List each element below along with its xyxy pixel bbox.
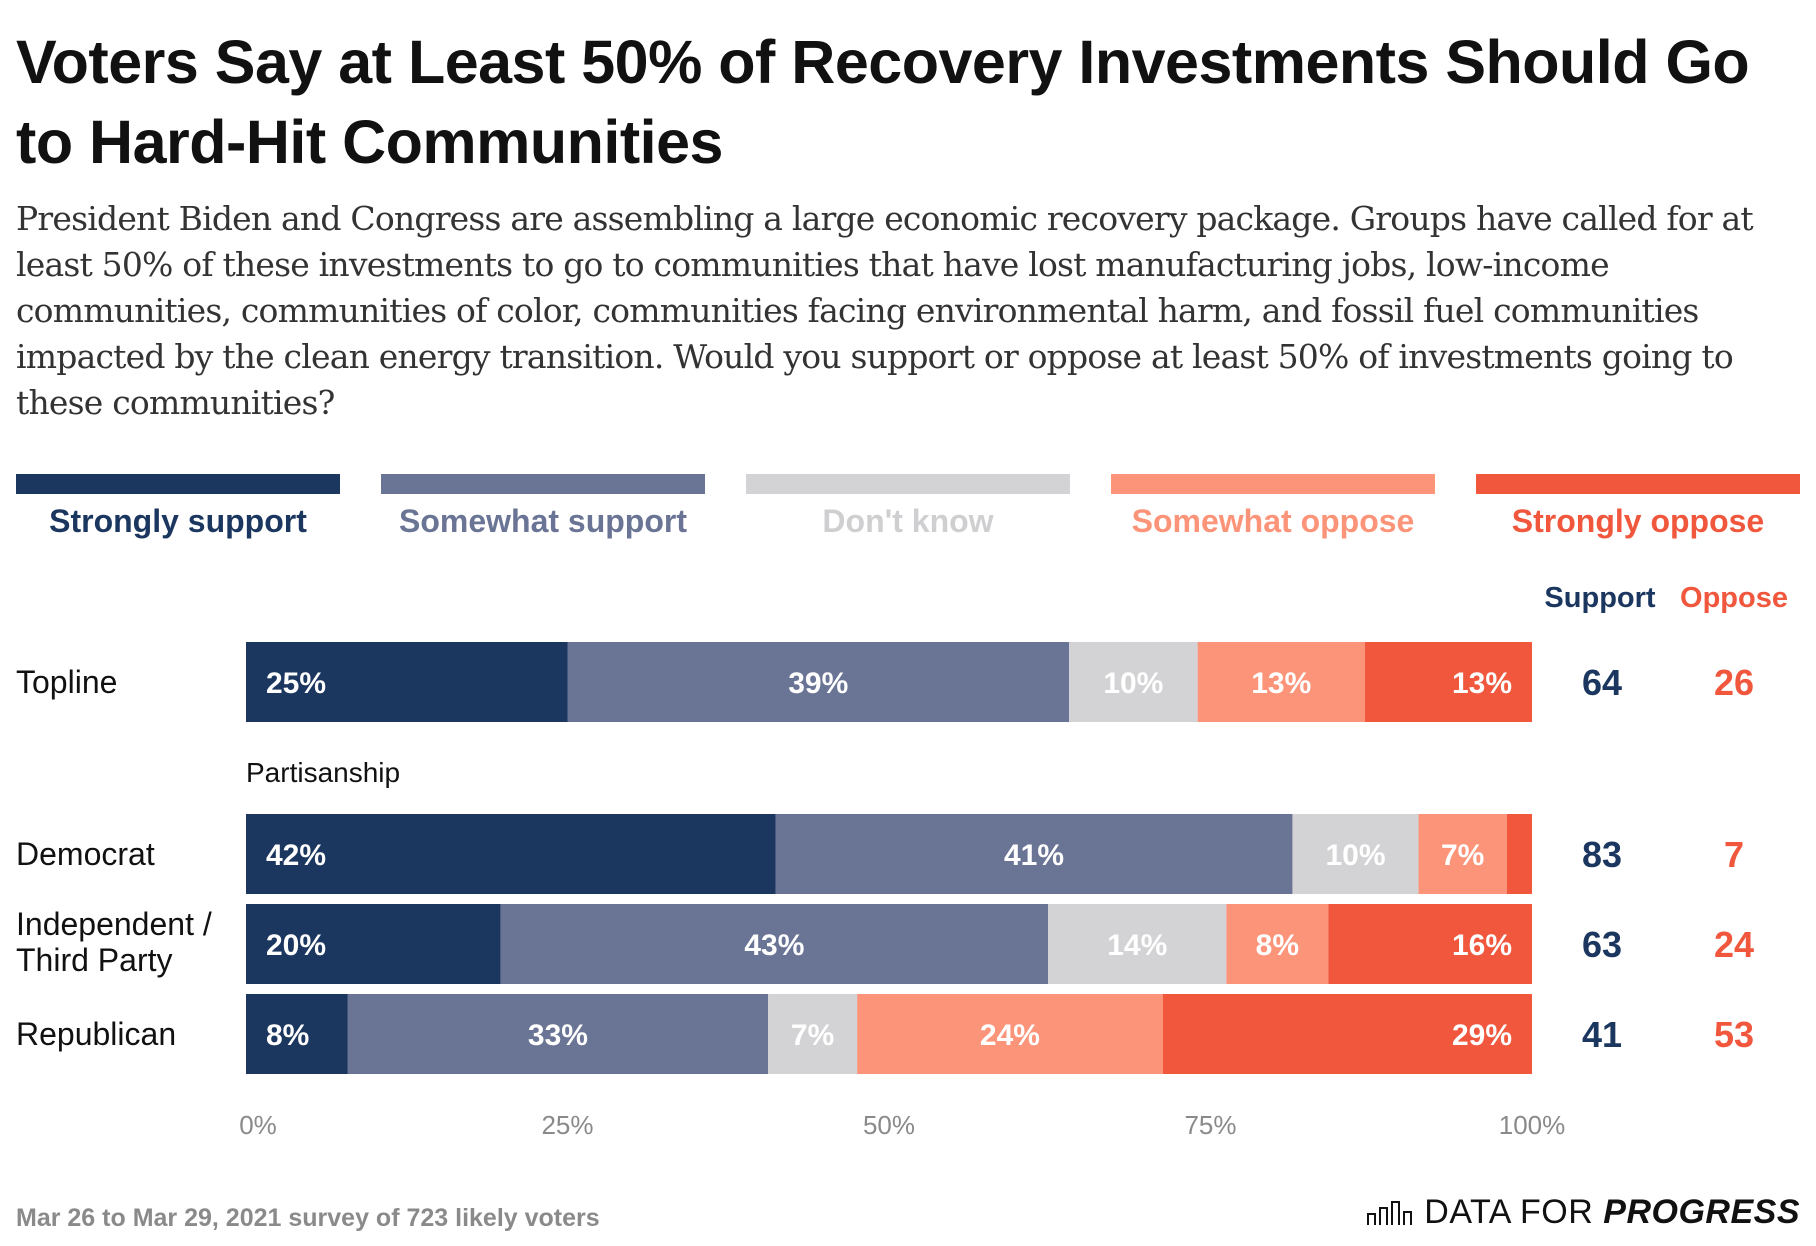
legend-dont-know: Don't know (746, 474, 1070, 542)
x-tick-label-3: 75% (1184, 1110, 1236, 1140)
legend-label: Strongly oppose (1511, 503, 1765, 539)
data-label-somewhat-oppose-1: 7% (1441, 839, 1484, 872)
bar-somewhat-support-3 (347, 994, 769, 1074)
support-total-0: 64 (1582, 662, 1622, 703)
bar-chart-icon (1367, 1199, 1413, 1225)
legend-strongly-support: Strongly support (16, 474, 340, 542)
data-label-strongly-support-1: 42% (266, 839, 326, 872)
bar-somewhat-support-2 (500, 904, 1049, 984)
legend-swatch (16, 474, 340, 494)
x-tick-label-1: 25% (541, 1110, 593, 1140)
data-label-somewhat-support-2: 43% (744, 929, 804, 962)
stacked-bar-chart: 25% 39% 10% 13% 13% 64 26 42% 41% 10% 7% 83 7 20% 43% 1… (239, 642, 1754, 1140)
legend-somewhat-support: Somewhat support (381, 474, 705, 542)
category-label-republican: Republican (16, 1016, 177, 1052)
support-total-3: 41 (1582, 1014, 1622, 1055)
legend-swatch (381, 474, 705, 494)
support-total-1: 83 (1582, 834, 1622, 875)
x-tick-label-4: 100% (1499, 1110, 1566, 1140)
data-label-somewhat-support-1: 41% (1004, 839, 1064, 872)
oppose-column-header: Oppose (1680, 582, 1788, 614)
data-label-somewhat-oppose-0: 13% (1251, 667, 1311, 700)
data-label-strongly-oppose-2: 16% (1452, 929, 1512, 962)
data-label-strongly-support-0: 25% (266, 667, 326, 700)
chart-subtitle: President Biden and Congress are assembl… (16, 199, 1754, 422)
oppose-total-2: 24 (1714, 924, 1754, 965)
group-label-partisanship: Partisanship (246, 757, 401, 788)
data-label-strongly-support-3: 8% (266, 1019, 309, 1052)
data-label-dont-know-0: 10% (1103, 667, 1163, 700)
category-label-independent: Independent / Third Party (16, 906, 212, 978)
bar-strongly-oppose-1 (1506, 814, 1532, 894)
bar-strongly-oppose-0 (1364, 642, 1532, 722)
bar-strongly-oppose-3 (1162, 994, 1532, 1074)
bar-strongly-support-3 (246, 994, 348, 1074)
bar-dont-know-3 (768, 994, 858, 1074)
category-label-topline: Topline (16, 664, 118, 700)
bar-dont-know-1 (1292, 814, 1419, 894)
data-label-strongly-support-2: 20% (266, 929, 326, 962)
bar-somewhat-support-0 (567, 642, 1070, 722)
legend-swatch (1476, 474, 1800, 494)
bar-somewhat-oppose-3 (857, 994, 1163, 1074)
survey-footnote: Mar 26 to Mar 29, 2021 survey of 723 lik… (16, 1204, 600, 1232)
legend-label: Don't know (822, 503, 994, 539)
support-total-2: 63 (1582, 924, 1622, 965)
data-label-strongly-oppose-0: 13% (1452, 667, 1512, 700)
data-label-somewhat-oppose-3: 24% (980, 1019, 1040, 1052)
bar-somewhat-oppose-2 (1226, 904, 1329, 984)
legend-swatch (746, 474, 1070, 494)
chart-title: Voters Say at Least 50% of Recovery Inve… (16, 28, 1750, 176)
bar-dont-know-0 (1069, 642, 1198, 722)
bar-strongly-support-2 (246, 904, 501, 984)
x-tick-label-2: 50% (863, 1110, 915, 1140)
data-label-somewhat-support-3: 33% (528, 1019, 588, 1052)
legend-swatch (1111, 474, 1435, 494)
oppose-total-0: 26 (1714, 662, 1754, 703)
data-label-somewhat-oppose-2: 8% (1256, 929, 1299, 962)
bar-somewhat-oppose-1 (1418, 814, 1507, 894)
data-label-dont-know-3: 7% (791, 1019, 834, 1052)
bar-strongly-support-1 (246, 814, 776, 894)
oppose-total-3: 53 (1714, 1014, 1754, 1055)
support-column-header: Support (1544, 582, 1656, 614)
bar-strongly-support-0 (246, 642, 568, 722)
legend-label: Strongly support (49, 503, 307, 539)
bar-dont-know-2 (1048, 904, 1227, 984)
legend-strongly-oppose: Strongly oppose (1476, 474, 1800, 542)
x-tick-label-0: 0% (239, 1110, 277, 1140)
logo-text: DATA FOR (1424, 1192, 1594, 1231)
data-label-dont-know-1: 10% (1325, 839, 1385, 872)
data-for-progress-logo: DATA FOR PROGRESS (1367, 1192, 1800, 1232)
data-label-dont-know-2: 14% (1107, 929, 1167, 962)
data-label-strongly-oppose-3: 29% (1452, 1019, 1512, 1052)
bar-somewhat-oppose-0 (1197, 642, 1365, 722)
bar-somewhat-support-1 (775, 814, 1293, 894)
logo-text-bold: PROGRESS (1603, 1192, 1800, 1231)
legend-somewhat-oppose: Somewhat oppose (1111, 474, 1435, 542)
legend-label: Somewhat oppose (1131, 503, 1415, 539)
data-label-somewhat-support-0: 39% (788, 667, 848, 700)
category-label-democrat: Democrat (16, 836, 155, 872)
legend-label: Somewhat support (398, 503, 687, 539)
oppose-total-1: 7 (1724, 834, 1744, 875)
bar-strongly-oppose-2 (1328, 904, 1532, 984)
